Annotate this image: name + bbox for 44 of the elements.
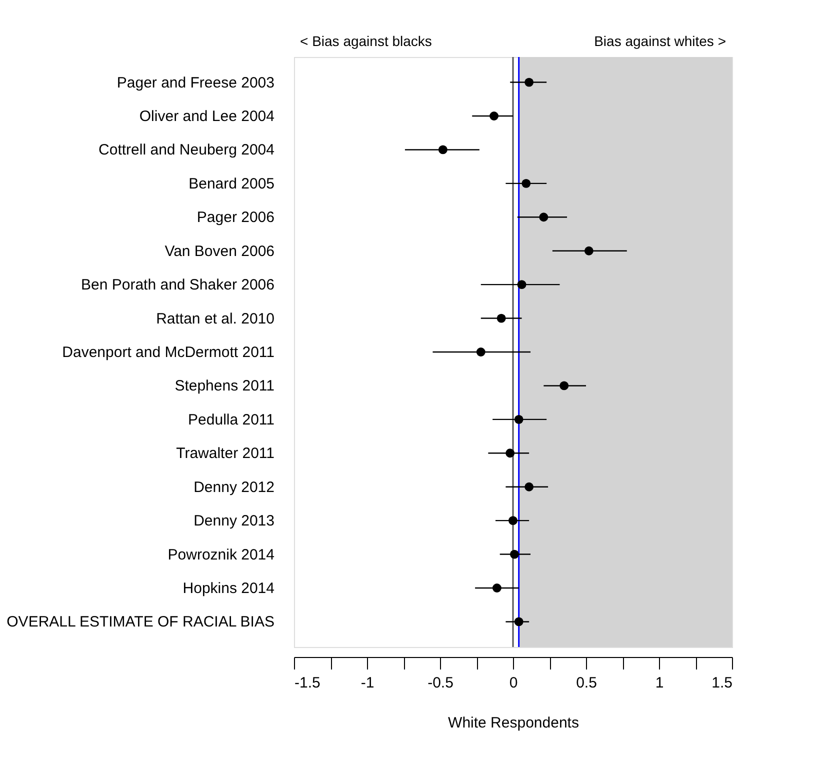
x-tick-label: -0.5 (428, 674, 454, 692)
point (514, 617, 524, 626)
x-tick-label: 0.5 (576, 674, 597, 692)
point (508, 516, 518, 526)
x-tick-label: 0 (509, 674, 518, 692)
point (492, 584, 502, 592)
y-tick-label: Trawalter 2011 (176, 445, 274, 462)
text: < Bias against blacks (300, 33, 432, 49)
point (490, 112, 498, 120)
y-tick-label: Pager and Freese 2003 (116, 74, 274, 92)
y-tick-label: Pedulla 2011 (188, 411, 274, 428)
x-tick-label: 1 (655, 674, 664, 692)
point (438, 145, 448, 154)
y-tick-label: Oliver and Lee 2004 (139, 108, 274, 125)
y-tick-label: Ben Porath and Shaker 2006 (81, 276, 274, 294)
y-tick-label: Denny 2013 (194, 512, 274, 530)
point (584, 246, 594, 256)
x-tick-label: 1.5 (712, 674, 732, 692)
y-tick-label: Hopkins 2014 (182, 580, 274, 597)
y-tick-label: Benard 2005 (188, 175, 274, 192)
text: Bias against whites > (594, 33, 726, 49)
y-tick-label: Pager 2006 (196, 209, 274, 226)
point (476, 348, 486, 356)
point (517, 280, 526, 290)
y-tick-label: Stephens 2011 (174, 378, 274, 395)
y-tick-label: Cottrell and Neuberg 2004 (98, 142, 274, 159)
point (524, 78, 534, 87)
point (510, 550, 519, 559)
x-tick-label: -1.5 (294, 674, 320, 692)
y-tick-label: Powroznik 2014 (168, 546, 274, 564)
y-tick-label: Denny 2012 (194, 478, 274, 496)
point (514, 414, 524, 424)
point (539, 212, 548, 222)
x-tick-label: -1 (360, 674, 374, 692)
y-tick-label: Van Boven 2006 (164, 242, 274, 260)
y-tick-label: Rattan et al. 2010 (156, 310, 274, 328)
point (496, 314, 506, 323)
y-tick-label: Davenport and McDermott 2011 (62, 344, 274, 361)
point (524, 482, 534, 492)
point (506, 448, 515, 458)
y-tick-label: OVERALL ESTIMATE OF RACIAL BIAS (6, 614, 274, 631)
point (522, 178, 531, 188)
x-axis-title: White Respondents (448, 714, 579, 732)
point (560, 381, 569, 390)
